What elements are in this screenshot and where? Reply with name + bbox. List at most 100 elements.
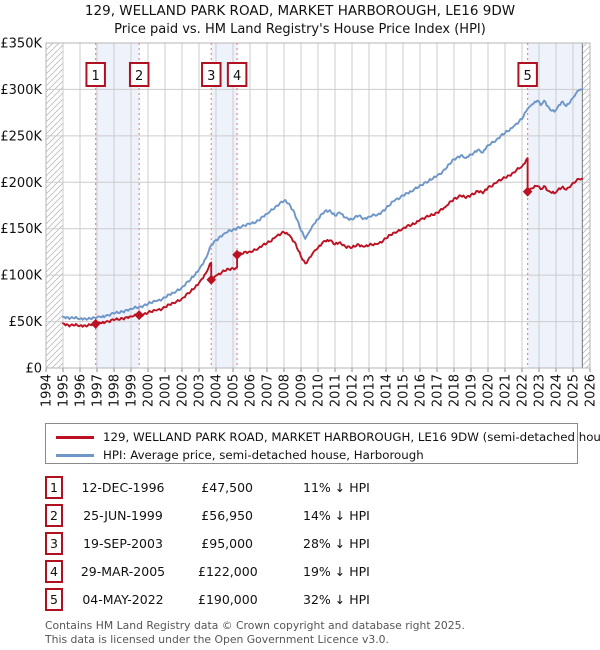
transaction-price: £56,950	[201, 507, 253, 523]
x-axis-tick-label: 1999	[125, 374, 140, 407]
y-axis-tick-label: £200K	[0, 176, 42, 191]
x-axis-tick-label: 2022	[516, 374, 531, 407]
footer-line-1: Contains HM Land Registry data © Crown c…	[45, 619, 465, 632]
y-axis-tick-label: £150K	[0, 222, 42, 237]
x-axis-tick-label: 2006	[244, 374, 259, 407]
page-title: 129, WELLAND PARK ROAD, MARKET HARBOROUG…	[84, 3, 516, 19]
hpi-line-swatch	[56, 453, 94, 457]
x-axis-tick-label: 2007	[261, 374, 276, 407]
x-axis-tick-label: 2021	[499, 374, 514, 407]
transaction-vs-hpi: 11% ↓ HPI	[303, 479, 370, 495]
x-axis-tick-label: 1996	[74, 374, 89, 407]
x-axis-tick-label: 1997	[91, 374, 106, 407]
x-axis-tick-label: 2018	[448, 374, 463, 407]
x-axis-tick-label: 2009	[295, 374, 310, 407]
plot-border	[45, 42, 591, 369]
x-axis-tick-label: 2017	[431, 374, 446, 407]
transaction-number-badge: 5	[45, 587, 63, 611]
x-axis-tick-label: 2016	[414, 374, 429, 407]
sale-number-label-5: 5	[523, 69, 531, 84]
sale-number-label-3: 3	[207, 69, 215, 84]
x-axis-tick-label: 2008	[278, 374, 293, 407]
x-axis-tick-label: 2010	[312, 374, 327, 407]
no-data-hatch-left	[46, 43, 63, 368]
sale-number-label-4: 4	[233, 69, 241, 84]
x-axis-tick-label: 2001	[159, 374, 174, 407]
x-axis-tick-label: 2026	[584, 374, 599, 407]
legend-label-hpi: HPI: Average price, semi-detached house,…	[103, 448, 424, 462]
transaction-row-1: 1 12-DEC-1996 £47,500 11% ↓ HPI	[45, 473, 575, 501]
transaction-vs-hpi: 19% ↓ HPI	[303, 563, 370, 579]
sale-number-label-2: 2	[135, 69, 143, 84]
transaction-number-badge: 1	[45, 475, 63, 499]
x-axis-tick-label: 2025	[567, 374, 582, 407]
x-axis-tick-label: 1998	[108, 374, 123, 407]
transaction-vs-hpi: 32% ↓ HPI	[303, 591, 370, 607]
x-axis-tick-label: 2011	[329, 374, 344, 407]
transaction-row-5: 5 04-MAY-2022 £190,000 32% ↓ HPI	[45, 585, 575, 613]
legend-label-price: 129, WELLAND PARK ROAD, MARKET HARBOROUG…	[103, 430, 600, 444]
x-axis-tick-label: 2024	[550, 374, 565, 407]
transaction-price: £190,000	[198, 591, 258, 607]
chart-legend: 129, WELLAND PARK ROAD, MARKET HARBOROUG…	[45, 423, 600, 464]
hpi-line	[62, 88, 584, 321]
price-history-chart: £0 £50K £100K £150K £200K £250K £300K £350K 1994…	[0, 37, 599, 408]
y-axis-tick-label: £250K	[0, 129, 42, 144]
transaction-date: 04-MAY-2022	[82, 591, 164, 607]
y-axis-tick-label: £0	[25, 362, 42, 377]
sale-number-box-3	[201, 62, 222, 87]
x-axis-tick-label: 2004	[210, 374, 225, 407]
transaction-date: 29-MAR-2005	[80, 563, 166, 579]
x-axis-tick-label: 1994	[40, 374, 55, 407]
transaction-date: 19-SEP-2003	[83, 535, 163, 551]
page-subtitle: Price paid vs. HM Land Registry's House …	[114, 22, 486, 37]
y-axis-tick-label: £50K	[9, 315, 43, 330]
footer-line-2: This data is licensed under the Open Gov…	[45, 632, 389, 646]
x-axis-tick-label: 2013	[363, 374, 378, 407]
y-axis-tick-label: £350K	[0, 37, 42, 52]
sale-marker-diamond-1	[90, 318, 101, 329]
y-axis-tick-label: £100K	[0, 269, 42, 284]
transaction-price: £95,000	[201, 535, 253, 551]
y-axis-tick-label: £300K	[0, 83, 42, 98]
transaction-number-badge: 3	[45, 531, 63, 555]
transaction-price: £122,000	[198, 563, 258, 579]
ownership-period-band-1	[95, 43, 140, 368]
transactions-table: 1 12-DEC-1996 £47,500 11% ↓ HPI 2 25-JUN-1999…	[45, 473, 575, 613]
x-axis-tick-label: 2019	[465, 374, 480, 407]
sale-number-box-4	[226, 62, 248, 87]
license-footer: Contains HM Land Registry data © Crown c…	[45, 619, 465, 647]
transaction-date: 12-DEC-1996	[81, 479, 165, 495]
legend-row-hpi: HPI: Average price, semi-detached house,…	[56, 446, 577, 464]
transaction-vs-hpi: 28% ↓ HPI	[303, 535, 370, 551]
x-axis-tick-label: 2005	[227, 374, 242, 407]
x-axis-tick-label: 2020	[482, 374, 497, 407]
sale-marker-diamond-4	[232, 249, 242, 260]
legend-row-price: 129, WELLAND PARK ROAD, MARKET HARBOROUG…	[56, 428, 600, 446]
transaction-date: 25-JUN-1999	[83, 507, 163, 523]
x-axis-tick-label: 2014	[380, 374, 395, 407]
transaction-row-3: 3 19-SEP-2003 £95,000 28% ↓ HPI	[45, 529, 575, 557]
sale-marker-diamond-2	[134, 310, 144, 321]
x-axis-tick-label: 2002	[176, 374, 191, 407]
transaction-row-4: 4 29-MAR-2005 £122,000 19% ↓ HPI	[45, 557, 575, 585]
transaction-row-2: 2 25-JUN-1999 £56,950 14% ↓ HPI	[45, 501, 575, 529]
transaction-number-badge: 4	[45, 559, 63, 583]
ownership-period-band-3	[527, 43, 583, 368]
sale-number-label-1: 1	[91, 69, 99, 84]
transaction-vs-hpi: 14% ↓ HPI	[303, 507, 370, 523]
price-line-swatch	[56, 435, 94, 439]
sale-marker-diamond-5	[522, 186, 533, 197]
transaction-price: £47,500	[201, 479, 253, 495]
no-data-hatch-right	[582, 43, 590, 368]
sale-number-box-2	[128, 62, 150, 87]
sale-number-box-5	[517, 62, 538, 87]
price-paid-line	[62, 157, 584, 328]
x-axis-tick-label: 1995	[57, 374, 72, 407]
sale-number-box-1	[85, 62, 106, 87]
x-axis-tick-label: 2012	[346, 374, 361, 407]
transaction-number-badge: 2	[45, 503, 63, 527]
x-axis-tick-label: 2000	[142, 374, 157, 407]
x-axis-tick-label: 2015	[397, 374, 412, 407]
